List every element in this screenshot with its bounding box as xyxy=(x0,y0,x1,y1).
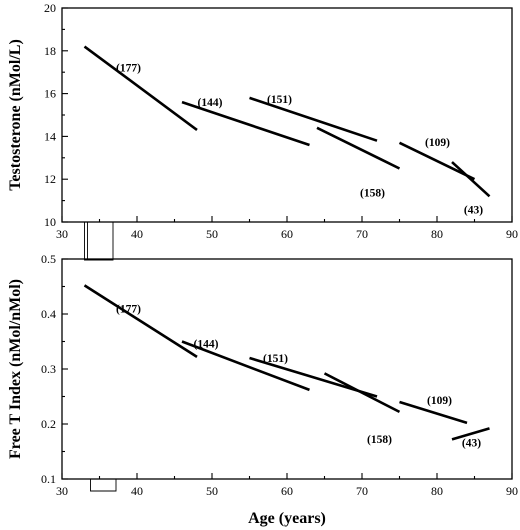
y-tick-label: 10 xyxy=(44,215,56,229)
series-line xyxy=(181,340,310,392)
series-line xyxy=(181,100,310,147)
x-tick-label: 90 xyxy=(506,484,518,498)
series-count-label: (144) xyxy=(194,339,219,351)
y-tick-label: 20 xyxy=(44,1,56,15)
series-line xyxy=(451,427,490,441)
series-count-label: (43) xyxy=(464,204,483,216)
x-axis-label: Age (years) xyxy=(248,510,326,527)
x-tick-label: 90 xyxy=(506,227,518,241)
series-count-label: (151) xyxy=(267,94,292,106)
x-tick-label: 30 xyxy=(56,484,68,498)
series-count-label: (158) xyxy=(360,188,385,200)
x-tick-label: 80 xyxy=(431,484,443,498)
x-tick-label: 50 xyxy=(206,227,218,241)
series-line xyxy=(399,400,468,425)
series-count-label: (158) xyxy=(367,434,392,446)
x-tick-label: 70 xyxy=(356,484,368,498)
x-tick-label: 30 xyxy=(56,227,68,241)
series-count-label: (177) xyxy=(116,303,141,315)
y-tick-label: 0.1 xyxy=(41,472,56,486)
series-count-label: (151) xyxy=(263,353,288,365)
age-range-bracket xyxy=(84,222,114,261)
series-count-label: (177) xyxy=(116,63,141,75)
plot-frame xyxy=(61,7,513,223)
series-line xyxy=(249,96,378,142)
x-tick-label: 40 xyxy=(131,227,143,241)
x-tick-label: 80 xyxy=(431,227,443,241)
series-count-label: (144) xyxy=(198,97,223,109)
series-line xyxy=(398,141,476,181)
x-tick-label: 50 xyxy=(206,484,218,498)
y-tick-label: 14 xyxy=(44,129,56,143)
y-tick-label: 0.3 xyxy=(41,362,56,376)
x-tick-label: 40 xyxy=(131,484,143,498)
y-tick-label: 0.4 xyxy=(41,307,56,321)
x-tick-label: 70 xyxy=(356,227,368,241)
series-line xyxy=(316,126,401,170)
series-count-label: (43) xyxy=(462,437,481,449)
series-count-label: (109) xyxy=(427,395,452,407)
y-tick-label: 0.2 xyxy=(41,417,56,431)
y-tick-label: 0.5 xyxy=(41,252,56,266)
age-range-bracket xyxy=(90,479,117,492)
series-line xyxy=(83,284,198,358)
y-axis-label: Testosterone (nMol/L) xyxy=(7,39,24,191)
y-tick-label: 18 xyxy=(44,44,56,58)
x-tick-label: 60 xyxy=(281,484,293,498)
series-line xyxy=(323,372,401,414)
testosterone-panel: 30 40 50 60 70 80 90 10 12 14 16 18 20 Testosterone (… xyxy=(7,1,518,241)
series-line xyxy=(83,45,198,132)
series-count-label: (109) xyxy=(425,137,450,149)
age-range-markers xyxy=(84,222,117,492)
x-tick-label: 60 xyxy=(281,227,293,241)
y-axis-label: Free T Index (nMol/nMol) xyxy=(7,279,24,459)
y-tick-label: 12 xyxy=(44,172,56,186)
y-tick-label: 16 xyxy=(44,87,56,101)
free-t-index-panel: 30 40 50 60 70 80 90 0.1 0.2 0.3 0.4 0.5 Free T Inde… xyxy=(7,252,518,527)
series-line xyxy=(451,161,491,198)
